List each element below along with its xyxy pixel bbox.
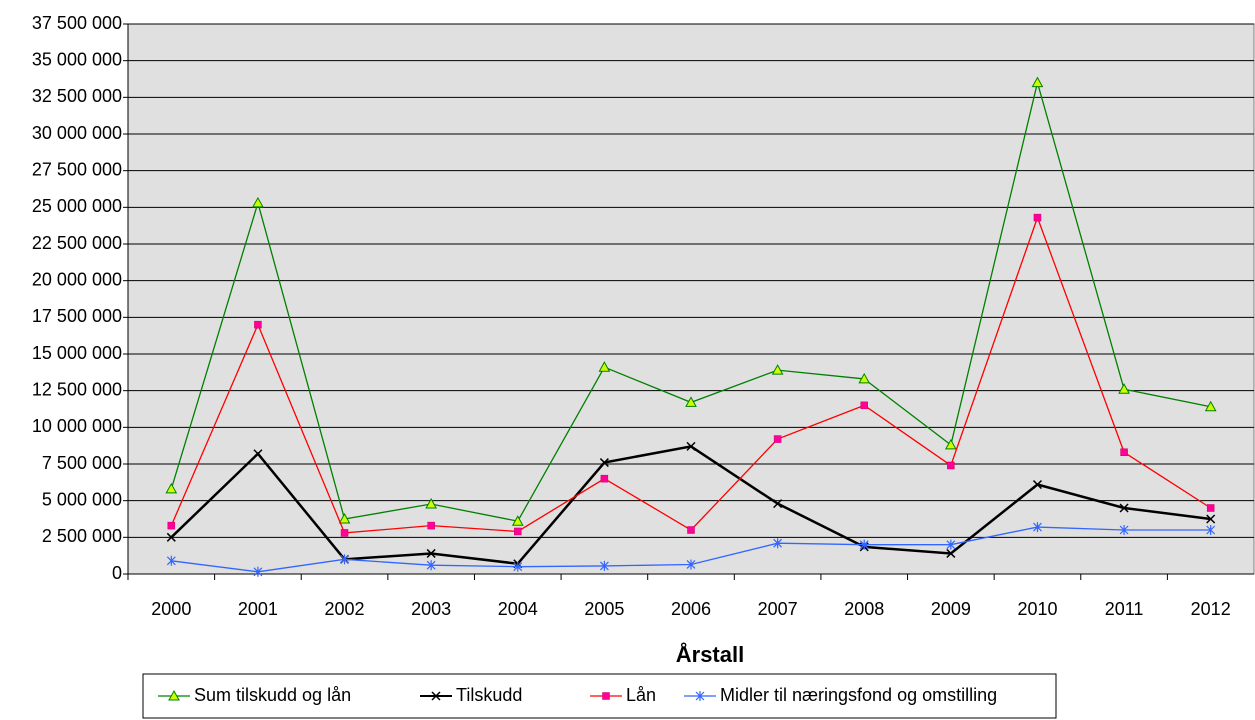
y-tick-label: 7 500 000	[42, 453, 122, 473]
marker	[773, 499, 783, 509]
marker	[1206, 514, 1216, 524]
marker	[168, 689, 180, 701]
y-tick-label: 32 500 000	[32, 86, 122, 106]
x-tick-label: 2005	[584, 599, 624, 619]
marker	[598, 361, 611, 372]
marker	[687, 526, 695, 534]
marker	[1120, 448, 1128, 457]
marker	[602, 692, 610, 700]
y-tick-label: 12 500 000	[32, 379, 122, 399]
marker	[944, 438, 957, 450]
marker	[771, 364, 784, 375]
x-tick-label: 2003	[411, 599, 451, 619]
marker	[426, 560, 436, 571]
y-tick-label: 37 500 000	[32, 13, 122, 33]
x-tick-label: 2001	[238, 599, 278, 619]
x-tick-label: 2008	[844, 599, 884, 619]
x-tick-label: 2007	[758, 599, 798, 619]
x-tick-label: 2012	[1191, 599, 1231, 619]
marker	[946, 539, 956, 550]
x-tick-label: 2010	[1017, 599, 1057, 619]
marker	[686, 559, 696, 570]
marker	[426, 548, 436, 558]
marker	[253, 449, 263, 459]
legend-label: Tilskudd	[456, 685, 522, 705]
marker	[773, 538, 783, 549]
y-tick-label: 25 000 000	[32, 196, 122, 216]
plot-area	[127, 23, 1255, 575]
marker	[425, 498, 438, 509]
y-tick-label: 30 000 000	[32, 123, 122, 143]
marker	[165, 482, 178, 494]
y-tick-label: 15 000 000	[32, 343, 122, 363]
marker	[340, 554, 349, 565]
marker	[1206, 504, 1215, 512]
marker	[858, 372, 871, 384]
marker	[860, 401, 868, 410]
marker	[947, 461, 955, 470]
y-tick-label: 17 500 000	[32, 306, 122, 326]
marker	[166, 532, 176, 542]
marker	[514, 527, 522, 536]
marker	[511, 515, 524, 526]
marker	[685, 396, 697, 407]
x-axis-title: Årstall	[676, 641, 744, 667]
marker	[599, 560, 609, 571]
marker	[1204, 400, 1217, 412]
legend-label: Lån	[626, 685, 656, 705]
marker	[254, 320, 262, 329]
x-tick-label: 2002	[325, 599, 365, 619]
marker	[946, 548, 956, 558]
x-tick-label: 2000	[151, 599, 191, 619]
marker	[1119, 503, 1129, 513]
marker	[1032, 480, 1042, 490]
y-tick-label: 35 000 000	[32, 49, 122, 69]
marker	[1119, 525, 1129, 535]
x-tick-label: 2004	[498, 599, 538, 619]
marker	[338, 512, 351, 524]
marker	[431, 691, 441, 701]
marker	[859, 539, 869, 550]
legend-label: Midler til næringsfond og omstilling	[720, 685, 997, 705]
marker	[167, 521, 176, 530]
marker	[1031, 76, 1044, 88]
y-tick-label: 0	[112, 563, 122, 583]
y-tick-label: 10 000 000	[32, 416, 122, 436]
marker	[695, 691, 705, 701]
legend-label: Sum tilskudd og lån	[194, 685, 351, 705]
y-tick-label: 20 000 000	[32, 269, 122, 289]
marker	[600, 474, 609, 483]
marker	[340, 529, 349, 537]
marker	[773, 435, 782, 443]
marker	[1033, 522, 1042, 533]
y-tick-label: 27 500 000	[32, 159, 122, 179]
marker	[686, 441, 696, 451]
x-tick-label: 2011	[1105, 599, 1144, 619]
marker	[513, 561, 523, 572]
marker	[599, 458, 609, 468]
y-tick-label: 2 500 000	[42, 526, 122, 546]
y-tick-label: 22 500 000	[32, 233, 122, 253]
marker	[1033, 213, 1042, 222]
x-tick-label: 2009	[931, 599, 971, 619]
marker	[253, 566, 263, 577]
marker	[252, 196, 264, 208]
marker	[1206, 525, 1216, 535]
marker	[427, 521, 435, 530]
marker	[1118, 383, 1130, 394]
x-tick-label: 2006	[671, 599, 711, 619]
marker	[166, 555, 176, 566]
y-tick-label: 5 000 000	[42, 489, 122, 509]
